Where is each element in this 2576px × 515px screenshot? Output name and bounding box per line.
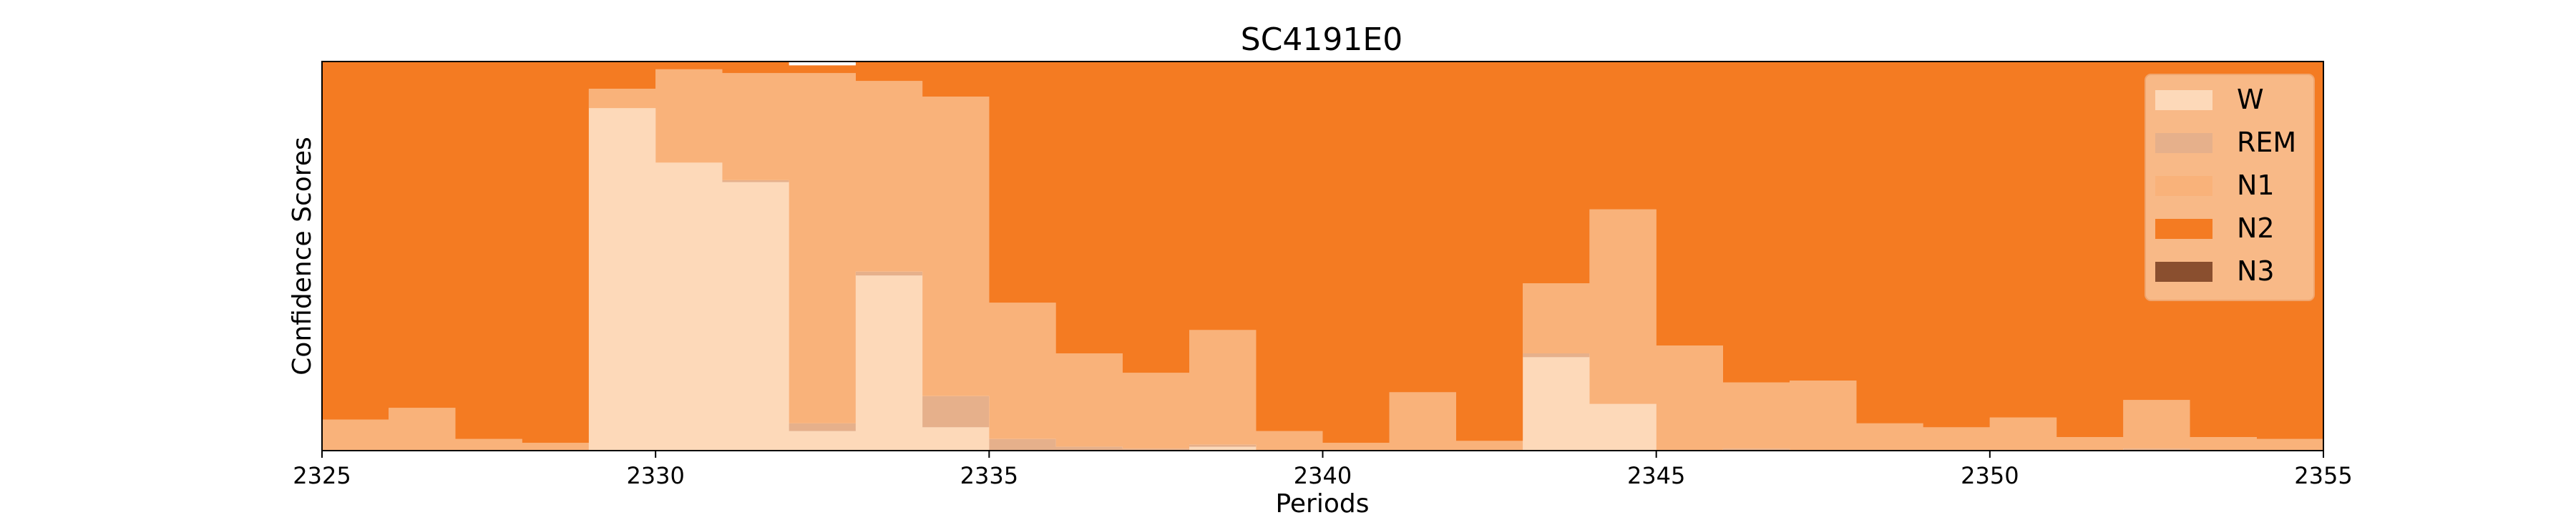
x-tick-label: 2325 — [293, 462, 351, 489]
area-series-w — [322, 108, 2323, 451]
x-tick-label: 2355 — [2294, 462, 2352, 489]
legend-label-n2: N2 — [2237, 212, 2275, 244]
plot-area — [321, 61, 2324, 451]
legend-label-n3: N3 — [2237, 255, 2275, 287]
legend: W REM N1 N2 N3 — [2145, 74, 2315, 301]
x-tick-label: 2345 — [1627, 462, 1685, 489]
chart-title: SC4191E0 — [1241, 21, 1402, 58]
x-tick-label: 2350 — [1961, 462, 2019, 489]
legend-label-n1: N1 — [2237, 170, 2275, 201]
legend-box — [2145, 74, 2315, 301]
x-tick-label: 2335 — [960, 462, 1018, 489]
x-axis: 2325 2330 2335 2340 2345 2350 2355 — [293, 451, 2353, 489]
legend-swatch-n2 — [2155, 219, 2212, 239]
legend-swatch-n3 — [2155, 262, 2212, 282]
y-axis-label: Confidence Scores — [288, 137, 317, 375]
x-tick-label: 2330 — [626, 462, 684, 489]
x-axis-label: Periods — [1275, 489, 1369, 515]
legend-label-rem: REM — [2237, 127, 2296, 158]
legend-swatch-n1 — [2155, 176, 2212, 196]
legend-label-w: W — [2237, 84, 2264, 115]
legend-swatch-w — [2155, 90, 2212, 110]
x-tick-label: 2340 — [1294, 462, 1352, 489]
area-series-n1 — [322, 69, 2323, 451]
legend-swatch-rem — [2155, 133, 2212, 153]
area-series-n2 — [322, 62, 2323, 443]
